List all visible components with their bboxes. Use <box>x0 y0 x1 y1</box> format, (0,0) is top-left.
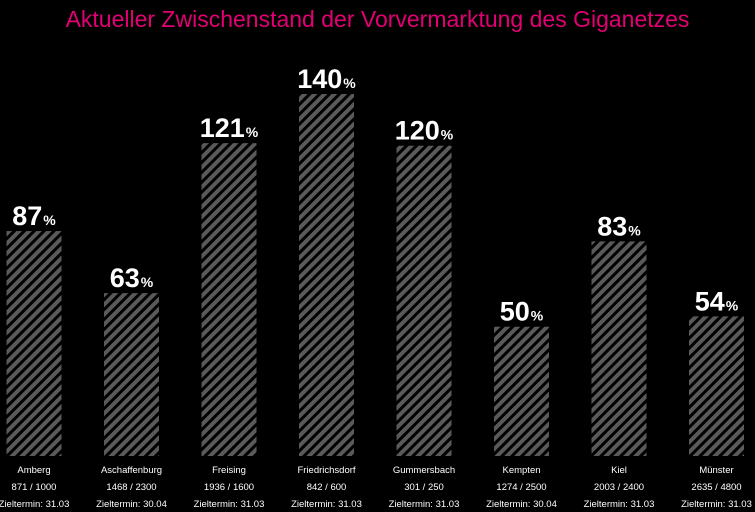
deadline-label-7: Zieltermin: 31.03 <box>681 499 752 510</box>
chart-title: Aktueller Zwischenstand der Vorvermarktu… <box>65 6 690 32</box>
bar-4 <box>396 145 452 456</box>
ratio-label-6: 2003 / 2400 <box>594 482 644 493</box>
ratio-label-4: 301 / 250 <box>404 482 444 493</box>
ratio-label-2: 1936 / 1600 <box>204 482 254 493</box>
deadline-label-3: Zieltermin: 31.03 <box>291 499 362 510</box>
category-label-0: Amberg <box>17 465 50 476</box>
value-label-5: 50% <box>500 297 544 327</box>
bar-5 <box>494 326 549 456</box>
category-label-3: Friedrichsdorf <box>297 465 355 476</box>
bar-3 <box>299 94 354 456</box>
bar-6 <box>591 241 647 456</box>
category-label-6: Kiel <box>611 465 627 476</box>
category-label-1: Aschaffenburg <box>101 465 162 476</box>
value-label-6: 83% <box>597 211 641 241</box>
bar-0 <box>6 231 62 456</box>
value-label-0: 87% <box>12 201 56 231</box>
category-label-7: Münster <box>699 465 733 476</box>
category-labels-group: Amberg 871 / 1000 Zieltermin: 31.03 Aschaff… <box>0 465 752 510</box>
bar-2 <box>201 143 257 456</box>
ratio-label-0: 871 / 1000 <box>12 482 57 493</box>
ratio-label-7: 2635 / 4800 <box>691 482 741 493</box>
deadline-label-1: Zieltermin: 30.04 <box>96 499 167 510</box>
value-labels-group: 87% 63% 121% 140% 120% 50% 83% 54% <box>12 64 739 327</box>
deadline-label-6: Zieltermin: 31.03 <box>584 499 655 510</box>
category-label-2: Freising <box>212 465 246 476</box>
bars-group <box>6 94 744 456</box>
deadline-label-5: Zieltermin: 30.04 <box>486 499 557 510</box>
category-label-4: Gummersbach <box>393 465 455 476</box>
ratio-label-5: 1274 / 2500 <box>496 482 546 493</box>
value-label-4: 120% <box>395 116 454 146</box>
bar-7 <box>689 316 744 456</box>
deadline-label-4: Zieltermin: 31.03 <box>389 499 460 510</box>
bar-1 <box>104 293 159 456</box>
deadline-label-0: Zieltermin: 31.03 <box>0 499 69 510</box>
category-label-5: Kempten <box>502 465 540 476</box>
value-label-1: 63% <box>110 263 154 293</box>
value-label-7: 54% <box>695 286 739 316</box>
deadline-label-2: Zieltermin: 31.03 <box>194 499 265 510</box>
value-label-3: 140% <box>297 64 356 94</box>
ratio-label-1: 1468 / 2300 <box>106 482 156 493</box>
value-label-2: 121% <box>200 113 259 143</box>
ratio-label-3: 842 / 600 <box>307 482 347 493</box>
